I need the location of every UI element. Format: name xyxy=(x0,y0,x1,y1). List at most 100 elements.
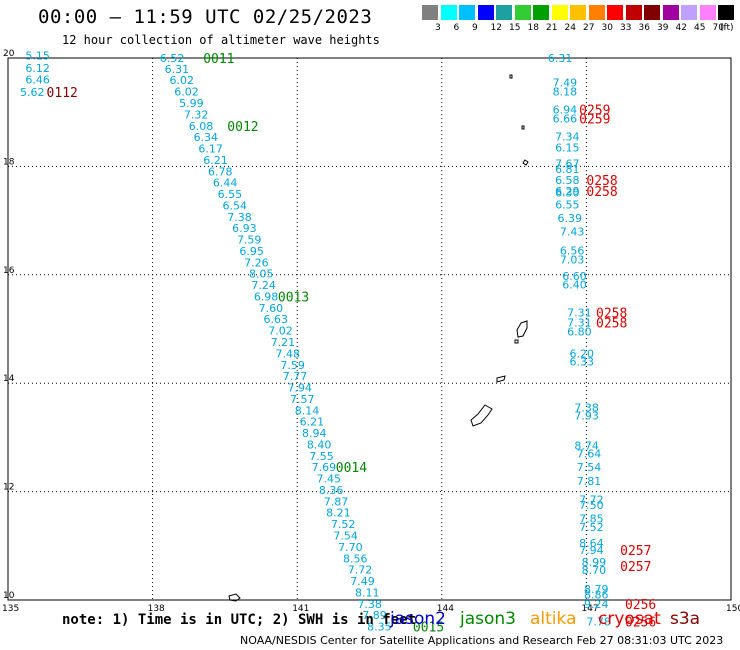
mission-label: cryosat xyxy=(598,609,661,629)
y-tick-label: 16 xyxy=(3,266,15,276)
mission-label: jason2 xyxy=(390,609,446,629)
pass-number-label: 0258 xyxy=(596,316,627,331)
wave-height-label: 7.31 xyxy=(567,307,592,320)
wave-height-label: 7.72 xyxy=(348,564,373,577)
legend-swatch xyxy=(496,5,512,20)
wave-height-label: 6.95 xyxy=(239,245,263,258)
y-tick-label: 10 xyxy=(3,591,15,601)
pass-number-label: 0259 xyxy=(579,113,610,128)
island-outline xyxy=(228,593,241,602)
wave-height-label: 7.94 xyxy=(288,382,313,395)
legend-swatch xyxy=(644,5,660,20)
legend-swatch xyxy=(681,5,697,20)
legend-unit: (ft) xyxy=(720,23,734,33)
wave-height-label: 7.26 xyxy=(244,256,269,269)
x-tick-label: 144 xyxy=(437,604,454,614)
island-outline xyxy=(514,339,519,344)
legend-swatch xyxy=(588,5,605,20)
wave-height-label: 8.36 xyxy=(319,484,344,497)
wave-height-label: 6.60 xyxy=(562,270,587,283)
wave-height-label: 8.79 xyxy=(584,583,609,596)
map-title: 00:00 – 11:59 UTC 02/25/2023 xyxy=(38,6,373,28)
wave-height-label: 7.24 xyxy=(251,279,276,292)
wave-height-label: 7.78 xyxy=(586,616,611,629)
wave-height-label: 6.56 xyxy=(560,244,585,257)
wave-height-label: 7.43 xyxy=(560,225,585,238)
wave-height-label: 6.02 xyxy=(174,86,199,99)
island-outline xyxy=(509,74,513,79)
legend-label: 45 xyxy=(694,23,706,33)
wave-height-label: 6.66 xyxy=(553,113,578,126)
mission-label: jason3 xyxy=(460,609,516,629)
pass-number-label: 0011 xyxy=(203,52,234,67)
legend-label: 27 xyxy=(583,23,595,33)
wave-height-label: 8.18 xyxy=(553,86,578,99)
wave-height-label: 6.20 xyxy=(570,347,595,360)
wave-height-label: 5.99 xyxy=(179,97,204,110)
wave-height-label: 7.34 xyxy=(555,131,580,144)
wave-height-label: 7.02 xyxy=(268,325,293,338)
wave-height-label: 7.81 xyxy=(577,475,602,488)
legend-swatch xyxy=(533,5,549,20)
wave-height-label: 5.62 xyxy=(20,86,45,99)
legend-label: 24 xyxy=(564,23,576,33)
pass-number-label: 0015 xyxy=(413,621,444,636)
wave-height-label: 7.50 xyxy=(579,499,604,512)
island-outline xyxy=(516,320,528,338)
x-tick-label: 135 xyxy=(2,604,19,614)
pass-number-label: 0013 xyxy=(278,290,309,305)
island-outline xyxy=(496,375,506,383)
legend-swatch xyxy=(459,5,475,20)
pass-number-label: 0012 xyxy=(227,120,258,135)
wave-height-label: 7.72 xyxy=(579,494,604,507)
map-subtitle: 12 hour collection of altimeter wave hei… xyxy=(62,33,380,47)
wave-height-label: 7.70 xyxy=(338,541,363,554)
y-tick-label: 12 xyxy=(3,483,14,493)
wave-height-label: 7.38 xyxy=(227,211,252,224)
wave-height-label: 7.52 xyxy=(331,518,356,531)
legend-swatch xyxy=(570,5,586,20)
legend-label: 6 xyxy=(453,23,460,33)
wave-height-label: 6.46 xyxy=(25,74,49,87)
x-tick-label: 147 xyxy=(581,604,598,614)
legend-swatch xyxy=(440,5,457,20)
wave-height-label: 6.31 xyxy=(165,63,190,76)
wave-height-label: 6.08 xyxy=(189,120,214,133)
legend-label: 12 xyxy=(490,23,502,33)
legend-swatch xyxy=(699,5,716,20)
wave-height-label: 8.05 xyxy=(249,268,274,281)
island-outline xyxy=(470,404,493,427)
wave-height-label: 7.94 xyxy=(579,544,604,557)
wave-height-label: 7.38 xyxy=(357,598,382,611)
y-tick-label: 14 xyxy=(3,374,15,384)
wave-height-label: 6.34 xyxy=(194,131,219,144)
wave-height-label: 8.64 xyxy=(579,537,604,550)
wave-height-label: 6.12 xyxy=(25,62,49,75)
map-frame xyxy=(7,57,732,601)
footnote: note: 1) Time is in UTC; 2) SWH is in fe… xyxy=(62,612,417,628)
wave-height-label: 6.21 xyxy=(300,416,325,429)
wave-height-label: 6.78 xyxy=(208,165,233,178)
x-tick-label: 138 xyxy=(148,604,165,614)
wave-height-label: 6.80 xyxy=(567,326,592,339)
wave-height-label: 7.52 xyxy=(579,521,604,534)
legend-swatch xyxy=(551,5,568,20)
legend-swatch xyxy=(718,5,734,20)
wave-height-label: 7.87 xyxy=(324,495,349,508)
legend-label: 42 xyxy=(675,23,687,33)
wave-height-label: 8.21 xyxy=(326,507,351,520)
wave-height-label: 7.48 xyxy=(276,347,301,360)
legend-label: 9 xyxy=(472,23,478,33)
y-tick-label: 20 xyxy=(3,49,15,59)
legend-label: 70 xyxy=(712,23,724,33)
wave-height-label: 6.55 xyxy=(218,188,243,201)
wave-height-label: 7.49 xyxy=(553,76,578,89)
wave-height-label: 7.55 xyxy=(309,450,334,463)
legend-label: 15 xyxy=(509,23,521,33)
wave-height-label: 7.57 xyxy=(290,393,315,406)
wave-height-label: 6.30 xyxy=(555,186,580,199)
island-outline xyxy=(522,159,529,166)
wave-height-label: 8.40 xyxy=(307,438,332,451)
wave-height-label: 8.56 xyxy=(343,552,368,565)
